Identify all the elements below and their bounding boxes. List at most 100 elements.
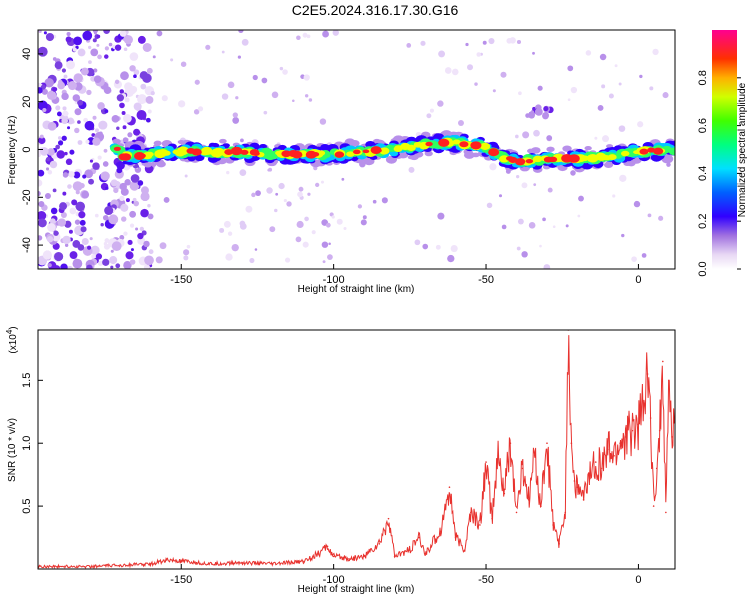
spectrogram-speckle <box>140 208 149 218</box>
snr-panel: -150 -100 -50 0 0.5 1.0 1.5 Height of straigh… <box>5 326 676 595</box>
spectrogram-speckle <box>133 102 142 111</box>
spectrogram-ridge-blob <box>459 141 469 148</box>
spectrogram-speckle <box>308 98 313 102</box>
spectrogram-speckle <box>414 239 421 246</box>
spectrogram-speckle <box>278 182 285 190</box>
spectrogram-speckle <box>111 241 122 252</box>
spectrogram-speckle <box>123 35 133 45</box>
spectrogram-speckle <box>447 254 455 263</box>
spectrogram-speckle <box>295 236 302 243</box>
spectrogram-speckle <box>65 36 72 43</box>
spectrogram-speckle <box>332 30 339 36</box>
spectrogram-speckle <box>129 223 135 228</box>
spectrogram-speckle <box>161 95 168 102</box>
spectrogram-speckle <box>41 88 48 95</box>
spectrogram-speckle <box>618 125 626 132</box>
spectrogram-speckle <box>140 83 147 90</box>
spectrogram-speckle <box>91 254 97 260</box>
spectrogram-speckle <box>95 128 99 133</box>
spectrogram-speckle <box>86 89 92 96</box>
spectrogram-speckle <box>516 246 521 251</box>
spectrogram-speckle <box>92 137 101 146</box>
spectrogram-speckle <box>77 120 81 124</box>
snr-point <box>439 530 442 533</box>
snr-point <box>613 454 615 457</box>
spectrogram-speckle <box>38 190 41 197</box>
spectrogram-ridge-blob <box>153 140 162 146</box>
snr-point <box>546 442 548 445</box>
spectrogram-speckle <box>184 174 188 178</box>
spectrogram-speckle <box>38 46 48 57</box>
spectrogram-speckle <box>235 96 239 100</box>
spectrogram-speckle <box>103 30 110 34</box>
spectrogram-speckle <box>45 32 55 42</box>
spectrogram-ridge-blob <box>425 141 433 147</box>
spectrogram-ridge-blob <box>240 149 249 155</box>
spectrogram-feature-blob <box>542 112 549 120</box>
snr-point <box>552 524 554 526</box>
spectrogram-ytick-label: -40 <box>21 237 33 253</box>
snr-point <box>658 429 661 432</box>
spectrogram-speckle <box>197 106 204 112</box>
spectrogram-speckle <box>517 218 524 225</box>
spectrogram-speckle <box>284 257 291 263</box>
snr-point <box>631 429 634 432</box>
spectrogram-speckle <box>119 102 125 109</box>
spectrogram-ridge-blob <box>394 145 403 151</box>
spectrogram-speckle <box>123 47 128 52</box>
spectrogram-ridge-blob <box>586 153 599 163</box>
spectrogram-speckle <box>133 128 141 136</box>
snr-point <box>497 454 500 457</box>
spectrogram-ridge-blob <box>653 147 664 155</box>
spectrogram-speckle <box>97 155 102 160</box>
spectrogram-speckle <box>75 190 80 195</box>
spectrogram-speckle <box>61 92 69 101</box>
spectrogram-speckle <box>96 34 101 39</box>
spectrogram-ridge-blob <box>639 148 649 155</box>
spectrogram-speckle <box>221 50 225 54</box>
spectrogram-ridge-blob <box>562 145 572 152</box>
spectrogram-speckle <box>137 180 144 186</box>
spectrogram-speckle <box>658 215 664 221</box>
spectrogram-speckle <box>93 75 102 83</box>
spectrogram-xlabel: Height of straight line (km) <box>298 284 415 295</box>
colorbar: 0.0 0.2 0.4 0.6 0.8 Normalized spectral ampl… <box>697 30 748 277</box>
snr-point <box>668 379 670 382</box>
spectrogram-ridge-blob <box>438 138 450 147</box>
spectrogram-speckle <box>119 89 125 94</box>
spectrogram-speckle <box>238 30 244 34</box>
snr-point <box>558 543 560 545</box>
spectrogram-speckle <box>467 64 474 71</box>
snr-point <box>165 559 167 561</box>
spectrogram-speckle <box>381 197 388 204</box>
spectrogram-speckle <box>67 117 75 125</box>
spectrogram-speckle <box>315 182 320 187</box>
spectrogram-field <box>38 30 675 269</box>
spectrogram-speckle <box>614 64 618 68</box>
spectrogram-speckle <box>60 263 68 269</box>
snr-point <box>588 473 591 476</box>
spectrogram-speckle <box>65 158 73 166</box>
spectrogram-speckle <box>482 40 487 45</box>
spectrogram-speckle <box>50 207 58 215</box>
snr-point <box>662 360 664 363</box>
spectrogram-speckle <box>147 109 152 114</box>
spectrogram-speckle <box>81 237 89 246</box>
spectrogram-speckle <box>537 85 543 91</box>
spectrogram-speckle <box>105 186 109 190</box>
spectrogram-speckle <box>45 157 51 162</box>
spectrogram-speckle <box>102 161 109 167</box>
spectrogram-ridge-blob <box>647 147 656 153</box>
spectrogram-speckle <box>133 74 137 79</box>
spectrogram-speckle <box>114 79 120 85</box>
spectrogram-speckle <box>599 53 607 61</box>
spectrogram-speckle <box>124 179 131 186</box>
spectrogram-speckle <box>150 90 155 96</box>
snr-point <box>418 536 420 539</box>
spectrogram-speckle <box>320 180 324 184</box>
spectrogram-speckle <box>567 98 571 102</box>
spectrogram-speckle <box>521 251 528 258</box>
spectrogram-speckle <box>38 218 47 228</box>
spectrogram-speckle <box>140 186 149 195</box>
spectrogram-speckle <box>546 135 553 141</box>
